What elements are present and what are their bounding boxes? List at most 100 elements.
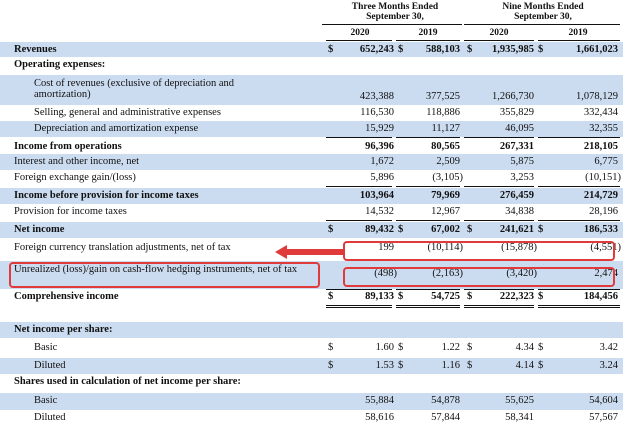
currency-symbol: $: [538, 224, 544, 235]
cell-value: (2,163): [432, 268, 463, 279]
table-row: [0, 121, 623, 137]
cell-value: 14,532: [365, 206, 394, 217]
cell-value: 58,341: [505, 412, 534, 423]
table-row: [0, 393, 623, 410]
cell-value: 1.53: [375, 360, 394, 371]
underline-rule: [538, 186, 620, 187]
cell-value: 218,105: [583, 141, 618, 152]
cell-value: 12,967: [431, 206, 460, 217]
row-label: Unrealized (loss)/gain on cash-flow hedg…: [14, 264, 298, 275]
cell-value: (10,151): [585, 172, 621, 183]
cell-value: 55,625: [505, 395, 534, 406]
underline-rule: [464, 137, 534, 138]
row-label: Diluted: [34, 412, 66, 423]
cell-value: 118,886: [426, 107, 460, 118]
underline-rule: [396, 186, 460, 187]
cell-value: 355,829: [499, 107, 534, 118]
year-rule-1: [326, 40, 392, 41]
highlight-box-hedging-label: [9, 262, 320, 288]
currency-symbol: $: [398, 342, 404, 353]
cell-value: 423,388: [359, 91, 394, 102]
header-three-months-rule: [322, 24, 462, 25]
cell-value: 89,133: [365, 291, 394, 302]
cell-value: 3.42: [599, 342, 618, 353]
underline-rule: [464, 220, 534, 221]
row-label: Diluted: [34, 360, 66, 371]
cell-value: 32,355: [589, 123, 618, 134]
cell-value: 58,616: [365, 412, 394, 423]
double-underline-rule: [326, 305, 392, 308]
currency-symbol: $: [328, 224, 334, 235]
cell-value: 2,509: [436, 156, 460, 167]
underline-rule: [326, 289, 392, 290]
underline-rule: [464, 186, 534, 187]
year-header-3: 2020: [489, 28, 509, 38]
underline-rule: [538, 289, 620, 290]
row-label: Comprehensive income: [14, 291, 119, 302]
cell-value: (498): [374, 268, 397, 279]
currency-symbol: $: [328, 291, 334, 302]
cell-value: 5,875: [510, 156, 534, 167]
highlight-box-fx-values: [343, 241, 615, 261]
underline-rule: [326, 220, 392, 221]
currency-symbol: $: [467, 360, 473, 371]
cell-value: 80,565: [431, 141, 460, 152]
cell-value: 96,396: [365, 141, 394, 152]
cell-value: 267,331: [499, 141, 534, 152]
underline-rule: [538, 220, 620, 221]
cell-value: 332,434: [583, 107, 618, 118]
cell-value: 34,838: [505, 206, 534, 217]
cell-value: 214,729: [583, 190, 618, 201]
cell-value: 57,567: [589, 412, 618, 423]
cell-value: 3,253: [510, 172, 534, 183]
cell-value: 67,002: [431, 224, 460, 235]
cell-value: (3,105): [432, 172, 463, 183]
double-underline-rule: [396, 305, 460, 308]
row-label: Provision for income taxes: [14, 206, 127, 217]
cell-value: 54,604: [589, 395, 618, 406]
cell-value: 79,969: [431, 190, 460, 201]
underline-rule: [396, 220, 460, 221]
cell-value: 1.60: [375, 342, 394, 353]
cell-value: 89,432: [365, 224, 394, 235]
row-label: Shares used in calculation of net income…: [14, 376, 241, 387]
cell-value: 3.24: [599, 360, 618, 371]
currency-symbol: $: [538, 360, 544, 371]
cell-value: 588,103: [425, 44, 460, 55]
header-nine-months: Nine Months Ended September 30,: [502, 2, 584, 22]
cell-value: 377,525: [425, 91, 460, 102]
currency-symbol: $: [467, 44, 473, 55]
currency-symbol: $: [398, 44, 404, 55]
year-header-1: 2020: [350, 28, 370, 38]
currency-symbol: $: [398, 224, 404, 235]
row-label: Foreign exchange gain/(loss): [14, 172, 136, 183]
currency-symbol: $: [328, 44, 334, 55]
row-label: Depreciation and amortization expense: [34, 123, 199, 134]
underline-rule: [396, 137, 460, 138]
row-label: Income from operations: [14, 141, 122, 152]
underline-rule: [464, 289, 534, 290]
cell-value: 1,266,730: [492, 91, 534, 102]
cell-value: 4.34: [515, 342, 534, 353]
row-label: Selling, general and administrative expe…: [34, 107, 221, 118]
table-row: [0, 154, 623, 170]
table-row: [0, 322, 623, 338]
currency-symbol: $: [538, 44, 544, 55]
cell-value: 1.22: [441, 342, 460, 353]
row-label: Interest and other income, net: [14, 156, 140, 167]
table-row: [0, 42, 623, 57]
cell-value: 57,844: [431, 412, 460, 423]
cell-value: 276,459: [499, 190, 534, 201]
cell-value: 184,456: [583, 291, 618, 302]
row-label: Foreign currency translation adjustments…: [14, 242, 231, 253]
underline-rule: [538, 137, 620, 138]
cell-value: 1,935,985: [492, 44, 534, 55]
row-label: Net income: [14, 224, 65, 235]
currency-symbol: $: [467, 224, 473, 235]
cell-value: 28,196: [589, 206, 618, 217]
cell-value: 15,929: [365, 123, 394, 134]
currency-symbol: $: [538, 291, 544, 302]
table-row: [0, 261, 623, 289]
highlight-box-hedging-values: [343, 267, 615, 287]
